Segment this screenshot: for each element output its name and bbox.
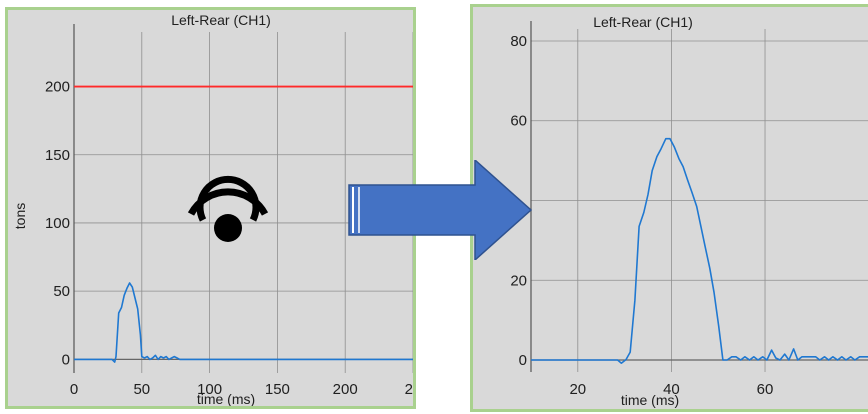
arrow-right-icon bbox=[348, 160, 533, 260]
wireless-signal-icon bbox=[187, 175, 269, 242]
x-tick-label: 40 bbox=[663, 381, 680, 398]
y-tick-label: 80 bbox=[510, 33, 527, 50]
y-tick-label: 0 bbox=[62, 351, 70, 368]
x-tick-label: 150 bbox=[265, 381, 290, 398]
x-tick-label: 50 bbox=[133, 381, 150, 398]
series-line-0 bbox=[531, 137, 868, 365]
chart-right: 0 20 60 80 20 40 60 Left-Rear (CH1) time (ms) bbox=[510, 14, 868, 408]
x-tick-label: 20 bbox=[569, 381, 586, 398]
y-axis-label: tons bbox=[12, 203, 28, 229]
x-axis-label: time (ms) bbox=[197, 391, 255, 406]
y-tick-label: 0 bbox=[519, 352, 527, 369]
y-tick-label: 60 bbox=[510, 113, 527, 130]
y-tick-label: 20 bbox=[510, 272, 527, 289]
y-tick-label: 200 bbox=[45, 79, 70, 96]
signal-dot bbox=[214, 214, 242, 242]
x-tick-label: 60 bbox=[757, 381, 774, 398]
chart-panel-left: 0 50 100 150 200 0 50 100 150 200 25 Left-Rear (CH1… bbox=[5, 7, 416, 409]
series-line-0 bbox=[74, 282, 413, 363]
chart-left: 0 50 100 150 200 0 50 100 150 200 25 Left-Rear (CH1… bbox=[12, 12, 413, 406]
signal-arc-outer bbox=[187, 188, 269, 216]
chart-panel-right: 0 20 60 80 20 40 60 Left-Rear (CH1) time (ms) bbox=[470, 4, 868, 412]
x-axis-label: time (ms) bbox=[621, 392, 679, 408]
y-tick-label: 150 bbox=[45, 147, 70, 164]
chart-title: Left-Rear (CH1) bbox=[171, 12, 271, 28]
x-tick-label: 25 bbox=[405, 381, 413, 398]
x-tick-label: 100 bbox=[197, 381, 222, 398]
x-tick-label: 0 bbox=[70, 381, 78, 398]
y-tick-label: 100 bbox=[45, 215, 70, 232]
chart-title: Left-Rear (CH1) bbox=[593, 14, 693, 30]
x-tick-label: 200 bbox=[333, 381, 358, 398]
y-tick-label: 50 bbox=[53, 283, 70, 300]
